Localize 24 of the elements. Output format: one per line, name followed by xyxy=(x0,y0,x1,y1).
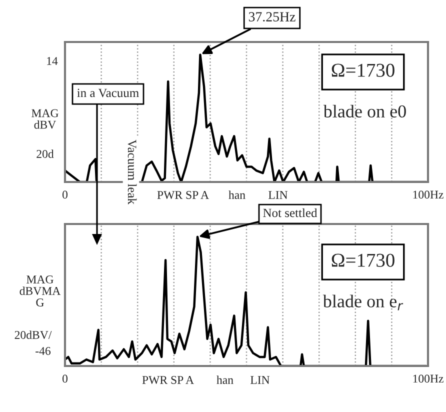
y-axis-title: MAG dBV xyxy=(32,109,58,129)
text: 14 xyxy=(47,57,58,65)
annotation: 37.25Hz xyxy=(248,12,296,22)
x-tick-label: 0 xyxy=(62,190,68,199)
text: han xyxy=(228,190,246,199)
annotation: in a Vacuum xyxy=(77,88,139,98)
text: -46 xyxy=(36,347,51,355)
x-tick-label: 0 xyxy=(62,374,68,383)
text: PWR SP A xyxy=(157,191,209,200)
text: 20dBV/ xyxy=(14,330,52,340)
y-axis-title: MAG dBVMA G xyxy=(20,275,61,306)
annotation: blade on e0 xyxy=(323,104,406,118)
annotation: Ω=1730 xyxy=(332,254,394,267)
text: han xyxy=(216,376,234,384)
annotation: Vacuum leak xyxy=(128,140,137,204)
annotation: Ω=1730 xyxy=(332,64,394,77)
annotation: blade on e$_{r}$ xyxy=(322,294,404,310)
annotation: Not settled xyxy=(263,208,318,218)
text: LIN xyxy=(250,376,270,384)
text: 20d xyxy=(36,150,54,158)
text: LIN xyxy=(268,191,288,199)
x-tick-label: 100Hz xyxy=(413,374,444,383)
x-tick-label: 100Hz xyxy=(413,190,444,199)
text: PWR SP A xyxy=(142,376,194,384)
